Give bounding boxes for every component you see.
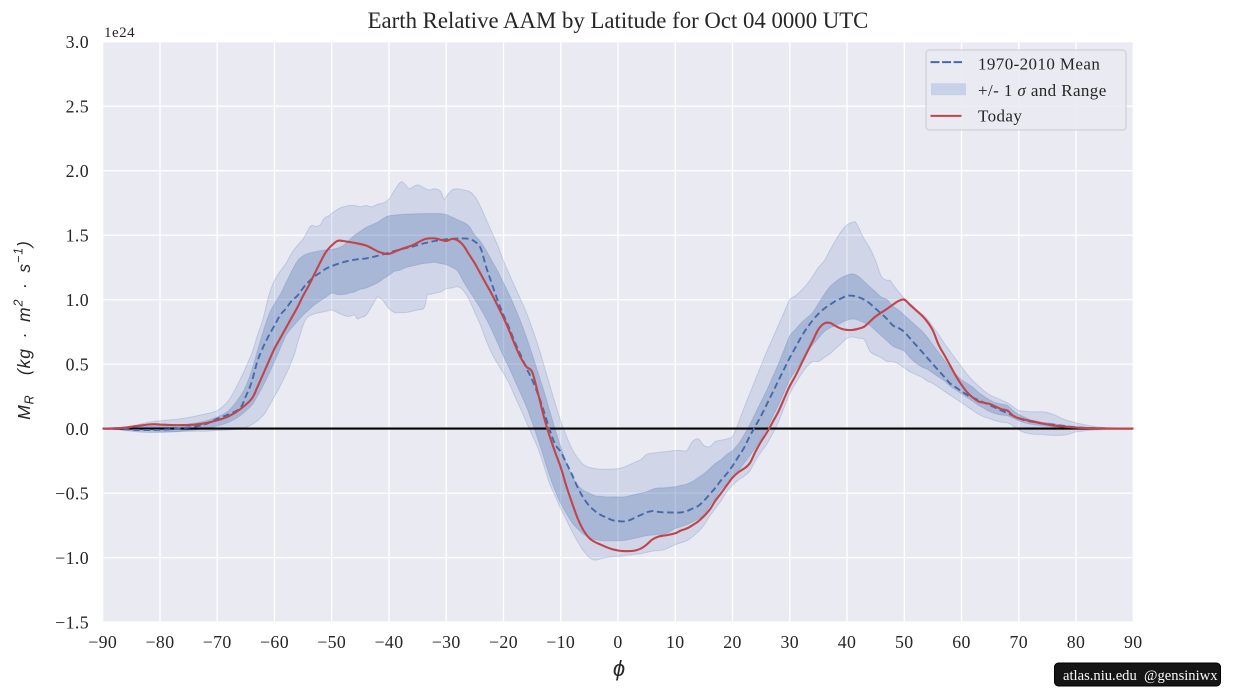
svg-text:10: 10 <box>666 632 685 652</box>
svg-text:MR (kg · m2 · s−1): MR (kg · m2 · s−1) <box>12 240 37 420</box>
svg-text:−60: −60 <box>260 632 289 652</box>
svg-text:70: 70 <box>1010 632 1029 652</box>
svg-text:3.0: 3.0 <box>66 32 89 52</box>
svg-text:30: 30 <box>781 632 800 652</box>
svg-text:1.0: 1.0 <box>66 290 89 310</box>
svg-text:ϕ: ϕ <box>613 656 625 681</box>
svg-text:−50: −50 <box>317 632 346 652</box>
svg-text:50: 50 <box>895 632 914 652</box>
svg-text:−90: −90 <box>88 632 117 652</box>
svg-text:−0.5: −0.5 <box>55 483 89 503</box>
svg-text:−10: −10 <box>546 632 575 652</box>
svg-text:Today: Today <box>978 107 1022 126</box>
svg-text:atlas.niu.edu @gensiniwx: atlas.niu.edu @gensiniwx <box>1063 668 1218 684</box>
svg-text:40: 40 <box>838 632 857 652</box>
svg-text:1e24: 1e24 <box>104 25 135 41</box>
svg-text:−1.5: −1.5 <box>55 612 89 632</box>
svg-text:0: 0 <box>613 632 622 652</box>
svg-text:20: 20 <box>723 632 742 652</box>
svg-text:0.0: 0.0 <box>66 419 89 439</box>
svg-text:90: 90 <box>1124 632 1143 652</box>
svg-text:1.5: 1.5 <box>66 226 89 246</box>
svg-text:−1.0: −1.0 <box>55 548 89 568</box>
svg-text:2.5: 2.5 <box>66 97 89 117</box>
svg-text:−40: −40 <box>374 632 403 652</box>
svg-text:+/- 1 σ and Range: +/- 1 σ and Range <box>978 81 1107 100</box>
svg-text:−30: −30 <box>432 632 461 652</box>
svg-text:60: 60 <box>952 632 971 652</box>
svg-text:−20: −20 <box>489 632 518 652</box>
svg-text:0.5: 0.5 <box>66 354 89 374</box>
svg-text:1970-2010 Mean: 1970-2010 Mean <box>978 55 1100 74</box>
svg-text:Earth Relative AAM by Latitude: Earth Relative AAM by Latitude for Oct 0… <box>368 8 869 33</box>
svg-text:80: 80 <box>1067 632 1086 652</box>
svg-text:−80: −80 <box>145 632 174 652</box>
svg-text:−70: −70 <box>203 632 232 652</box>
svg-text:2.0: 2.0 <box>66 161 89 181</box>
